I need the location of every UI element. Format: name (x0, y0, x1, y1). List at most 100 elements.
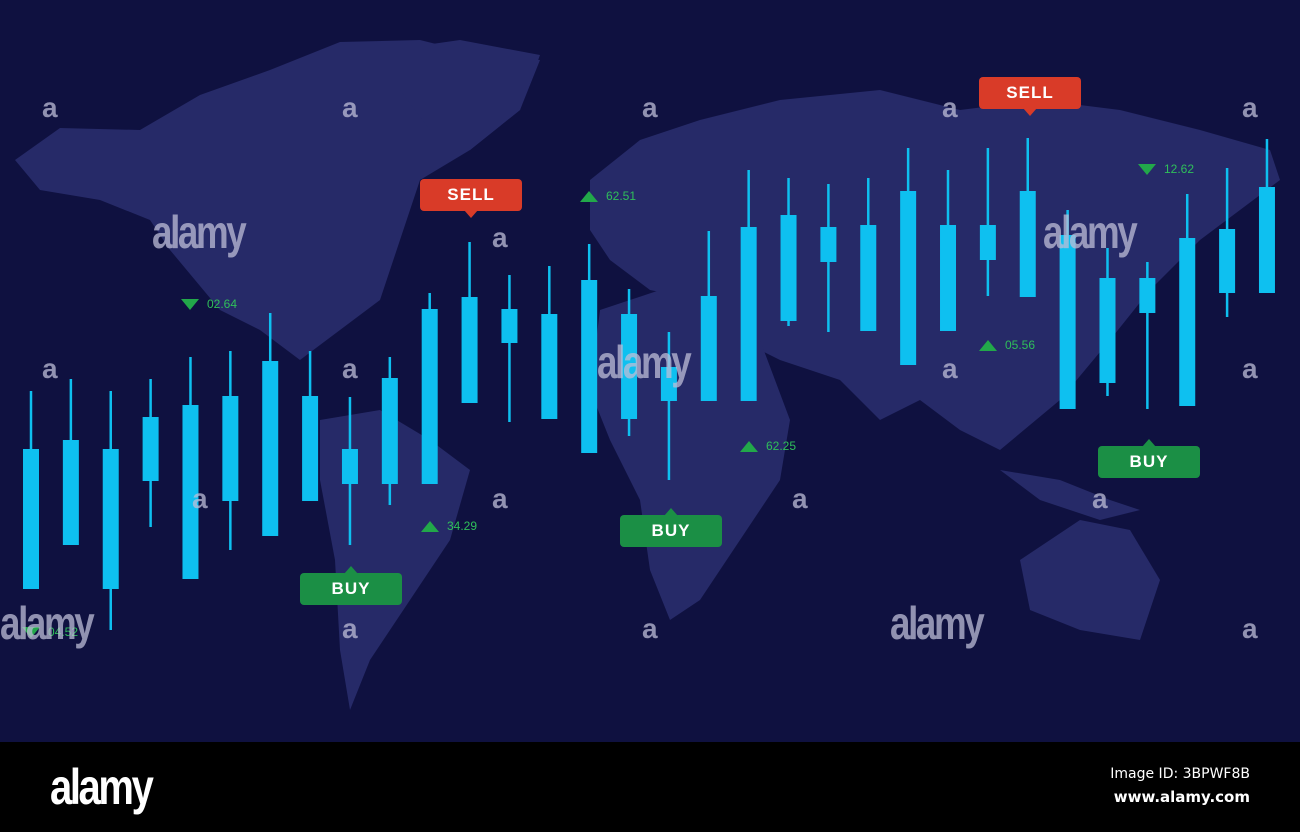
candle-body (62, 440, 79, 545)
candle-body (262, 361, 279, 536)
candle-body (1019, 191, 1036, 297)
candle-body (421, 309, 438, 484)
candlestick (860, 178, 877, 331)
north-america (15, 40, 540, 360)
eurasia (590, 90, 1280, 450)
candlestick (621, 289, 638, 436)
sell-signal: SELL (420, 179, 522, 218)
candlestick (222, 351, 239, 550)
footer-url: www.alamy.com (1113, 788, 1250, 806)
ticker-value: 12.62 (1164, 162, 1195, 176)
candlestick (421, 293, 438, 484)
candle-body (541, 314, 558, 419)
watermark-letter: a (1242, 613, 1258, 644)
ticker-value: 62.51 (606, 189, 637, 203)
arrow-up-icon (421, 520, 439, 532)
candlestick (262, 313, 279, 536)
candle-body (461, 297, 478, 403)
candle-body (979, 225, 996, 260)
watermark-letter: a (942, 353, 958, 384)
watermark-letter: a (642, 92, 658, 123)
candlestick (820, 184, 837, 332)
ticker: 12.62 (1138, 162, 1194, 176)
ticker: 62.51 (580, 189, 636, 203)
candlestick (581, 244, 598, 453)
arrow-up-icon (740, 440, 758, 452)
candle-body (1059, 235, 1076, 409)
candlestick (461, 242, 478, 403)
candlestick (381, 357, 398, 505)
candle-body (381, 378, 398, 484)
watermark-letter: a (342, 613, 358, 644)
candlestick (900, 148, 917, 365)
sell-signal: SELL (979, 77, 1081, 116)
candle-body (940, 225, 957, 331)
candle-body (1099, 278, 1116, 383)
candlestick (1258, 139, 1275, 293)
watermark-logo: alamy (1043, 206, 1138, 258)
watermark-logo: alamy (597, 336, 692, 388)
watermark-logo: alamy (0, 597, 95, 649)
watermark-letter: a (192, 483, 208, 514)
world-map (15, 40, 1280, 710)
candlestick (102, 391, 119, 630)
candle-body (23, 449, 39, 589)
candle-body (1139, 278, 1156, 313)
candlestick (700, 231, 717, 401)
candlestick (1179, 194, 1196, 406)
arrow-down-icon (1138, 163, 1156, 175)
ticker-value: 02.64 (207, 297, 238, 311)
candle-body (302, 396, 319, 501)
candlestick (1099, 248, 1116, 396)
candle-body (900, 191, 917, 365)
candlestick (23, 391, 39, 589)
watermark-logo: alamy (890, 597, 985, 649)
candle-body (501, 309, 518, 343)
candle-body (1179, 238, 1196, 406)
watermark-letter: a (792, 483, 808, 514)
image-id: Image ID: 3BPWF8B (1110, 766, 1250, 782)
australia (1020, 520, 1160, 640)
greenland (390, 40, 540, 150)
arrow-up-icon (979, 339, 997, 351)
candlestick (62, 379, 79, 545)
ticker: 62.25 (740, 439, 796, 453)
candle-body (660, 367, 677, 401)
candlestick (1059, 210, 1076, 409)
candlestick (780, 178, 797, 326)
chart-scene: SELL SELL BUY BUY BUY 62.51 12.62 02.64 … (0, 0, 1300, 742)
candlestick (182, 357, 199, 579)
arrow-down-icon (181, 298, 199, 310)
africa (590, 290, 790, 620)
candle-body (142, 417, 159, 481)
watermark-letter: a (342, 353, 358, 384)
watermark-letter: a (942, 92, 958, 123)
candle-body (581, 280, 598, 453)
candle-body (780, 215, 797, 321)
buy-signal: BUY (300, 566, 402, 605)
ticker: 05.56 (979, 338, 1035, 352)
watermark-letter: a (1242, 353, 1258, 384)
watermark-letter: a (492, 222, 508, 253)
candlestick (740, 170, 757, 401)
candlestick (660, 332, 677, 480)
footer-bar: alamy Image ID: 3BPWF8B www.alamy.com (0, 742, 1300, 832)
ticker: 34.29 (421, 519, 477, 533)
ticker-value: 62.25 (766, 439, 797, 453)
candle-body (1258, 187, 1275, 293)
candle-body (182, 405, 199, 579)
watermark-letter: a (342, 92, 358, 123)
watermark-letter: a (492, 483, 508, 514)
candlestick (341, 397, 358, 545)
candlestick (1139, 262, 1156, 409)
candle-body (820, 227, 837, 262)
arrow-up-icon (580, 190, 598, 202)
watermark-letter: a (42, 353, 58, 384)
candle-body (341, 449, 358, 484)
ticker: 02.64 (181, 297, 237, 311)
candlestick-series (23, 138, 1275, 630)
southeast-asia (1000, 470, 1140, 520)
candle-body (102, 449, 119, 589)
arrow-down-icon (22, 626, 40, 638)
watermark-letter: a (42, 92, 58, 123)
